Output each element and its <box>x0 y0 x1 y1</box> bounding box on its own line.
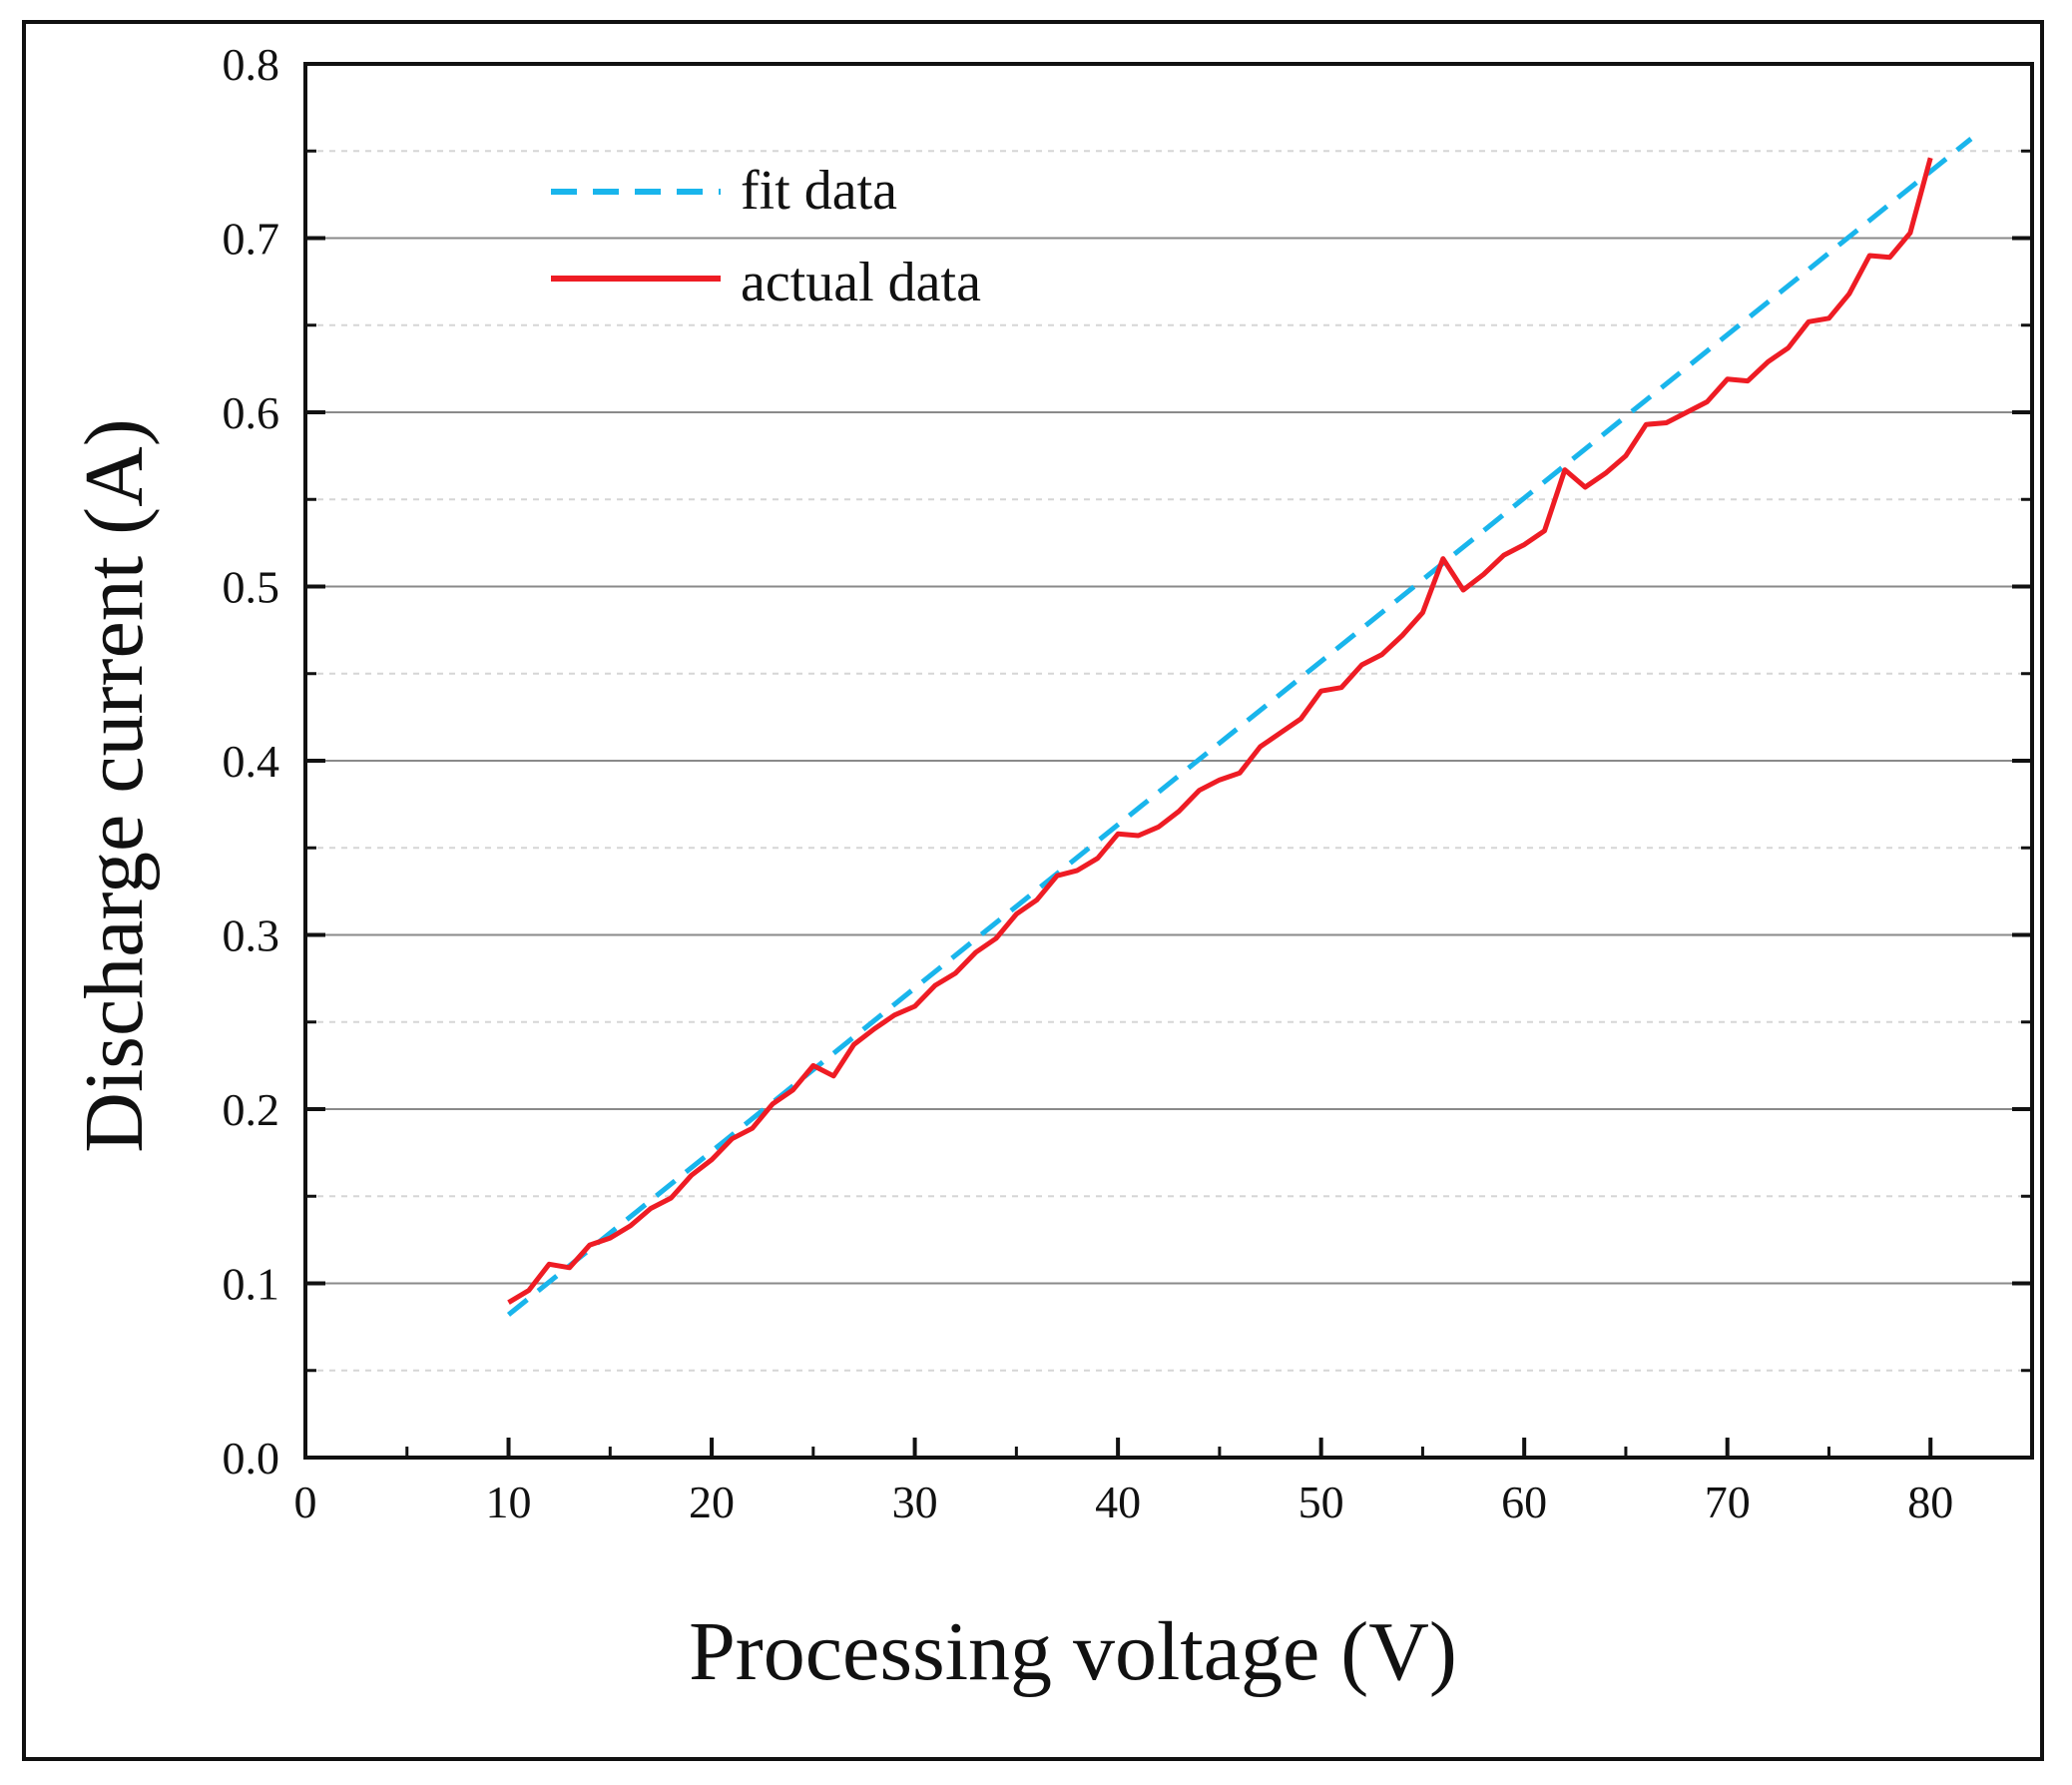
y-tick-label: 0.4 <box>223 736 280 787</box>
y-tick-label: 0.2 <box>223 1084 280 1135</box>
legend-label-fit-data: fit data <box>741 160 897 222</box>
axis-ticks <box>303 62 2032 1460</box>
y-tick-label: 0.1 <box>223 1259 280 1310</box>
y-axis-tick-labels: 0.0 0.1 0.2 0.3 0.4 0.5 0.6 0.7 0.8 <box>223 39 280 1484</box>
y-tick-label: 0.5 <box>223 562 280 613</box>
x-axis-title: Processing voltage (V) <box>689 1605 1457 1698</box>
x-tick-label: 10 <box>486 1477 532 1527</box>
legend-label-actual-data: actual data <box>741 252 981 313</box>
y-tick-label: 0.0 <box>223 1433 280 1484</box>
x-tick-label: 80 <box>1907 1477 1953 1527</box>
y-tick-label: 0.6 <box>223 387 280 438</box>
x-tick-label: 20 <box>689 1477 735 1527</box>
x-tick-label: 70 <box>1705 1477 1751 1527</box>
y-axis-title: Discharge current (A) <box>68 418 161 1152</box>
major-gridlines <box>305 237 2032 1285</box>
x-tick-label: 0 <box>294 1477 317 1527</box>
x-axis-tick-labels: 0 10 20 30 40 50 60 70 80 <box>294 1477 1954 1527</box>
series-line-fit-data <box>506 137 1973 1317</box>
y-tick-label: 0.3 <box>223 910 280 961</box>
x-tick-label: 50 <box>1298 1477 1344 1527</box>
x-tick-label: 30 <box>892 1477 938 1527</box>
series-line-actual-data <box>507 157 1933 1305</box>
series-layer <box>506 137 1973 1317</box>
legend: fit data actual data <box>551 160 981 313</box>
y-tick-label: 0.8 <box>223 39 280 90</box>
y-tick-label: 0.7 <box>223 214 280 265</box>
minor-gridlines <box>305 150 2032 1372</box>
x-tick-label: 60 <box>1501 1477 1547 1527</box>
x-tick-label: 40 <box>1095 1477 1141 1527</box>
